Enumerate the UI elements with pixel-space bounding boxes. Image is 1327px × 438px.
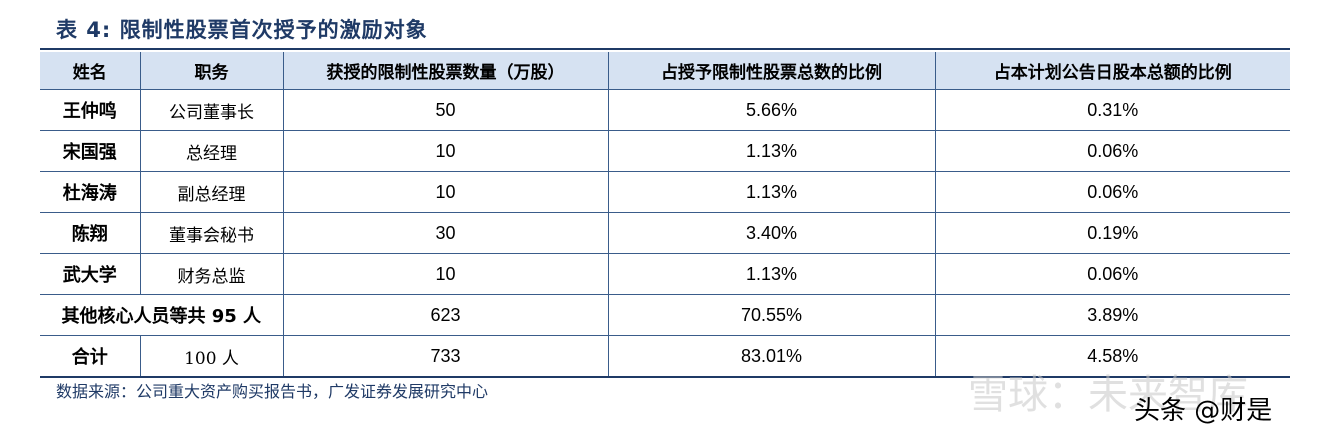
cell-position: 副总经理 (139, 171, 283, 213)
cell-quantity: 50 (282, 89, 608, 131)
cell-pct-capital: 0.06% (934, 253, 1290, 295)
header-row: 姓名 职务 获授的限制性股票数量（万股） 占授予限制性股票总数的比例 占本计划公… (40, 52, 1290, 90)
cell-pct-capital: 0.19% (934, 212, 1290, 254)
col-header-quantity: 获授的限制性股票数量（万股） (282, 52, 608, 90)
cell-pct-capital: 4.58% (934, 335, 1290, 378)
cell-quantity: 733 (282, 335, 608, 378)
cell-position: 公司董事长 (139, 89, 283, 131)
col-header-pct-grant: 占授予限制性股票总数的比例 (607, 52, 935, 90)
cell-quantity: 10 (282, 253, 608, 295)
table-row: 王仲鸣 公司董事长 50 5.66% 0.31% (40, 89, 1290, 131)
cell-position: 总经理 (139, 130, 283, 172)
cell-pct-grant: 1.13% (607, 130, 935, 172)
cell-quantity: 10 (282, 171, 608, 213)
cell-total-people: 100 人 (139, 335, 283, 378)
cell-quantity: 10 (282, 130, 608, 172)
source-note: 数据来源：公司重大资产购买报告书，广发证券发展研究中心 (56, 382, 489, 401)
table-row: 杜海涛 副总经理 10 1.13% 0.06% (40, 171, 1290, 213)
cell-pct-grant: 5.66% (607, 89, 935, 131)
cell-pct-grant: 70.55% (607, 294, 935, 336)
cell-name: 武大学 (40, 253, 140, 295)
cell-pct-grant: 3.40% (607, 212, 935, 254)
incentive-table: 姓名 职务 获授的限制性股票数量（万股） 占授予限制性股票总数的比例 占本计划公… (40, 52, 1290, 378)
cell-pct-capital: 0.06% (934, 130, 1290, 172)
cell-quantity: 30 (282, 212, 608, 254)
cell-pct-capital: 0.06% (934, 171, 1290, 213)
top-rule (40, 48, 1290, 50)
cell-position: 董事会秘书 (139, 212, 283, 254)
col-header-pct-capital: 占本计划公告日股本总额的比例 (934, 52, 1290, 90)
cell-total-label: 合计 (40, 335, 140, 378)
total-row: 合计 100 人 733 83.01% 4.58% (40, 335, 1290, 378)
cell-name: 陈翔 (40, 212, 140, 254)
table-row: 宋国强 总经理 10 1.13% 0.06% (40, 130, 1290, 172)
table-row: 陈翔 董事会秘书 30 3.40% 0.19% (40, 212, 1290, 254)
cell-name: 宋国强 (40, 130, 140, 172)
watermark-toutiao: 头条 @财是 (1134, 396, 1273, 426)
other-staff-row: 其他核心人员等共 95 人 623 70.55% 3.89% (40, 294, 1290, 336)
cell-position: 财务总监 (139, 253, 283, 295)
cell-quantity: 623 (282, 294, 608, 336)
watermark-xueqiu: 雪球：未来智库 (968, 372, 1248, 418)
cell-pct-grant: 1.13% (607, 253, 935, 295)
table-row: 武大学 财务总监 10 1.13% 0.06% (40, 253, 1290, 295)
cell-pct-grant: 83.01% (607, 335, 935, 378)
col-header-name: 姓名 (40, 52, 140, 90)
cell-pct-grant: 1.13% (607, 171, 935, 213)
cell-pct-capital: 0.31% (934, 89, 1290, 131)
col-header-position: 职务 (139, 52, 283, 90)
cell-other-label: 其他核心人员等共 95 人 (40, 294, 283, 336)
cell-name: 王仲鸣 (40, 89, 140, 131)
table-title: 表 4: 限制性股票首次授予的激励对象 (56, 18, 428, 42)
cell-name: 杜海涛 (40, 171, 140, 213)
cell-pct-capital: 3.89% (934, 294, 1290, 336)
